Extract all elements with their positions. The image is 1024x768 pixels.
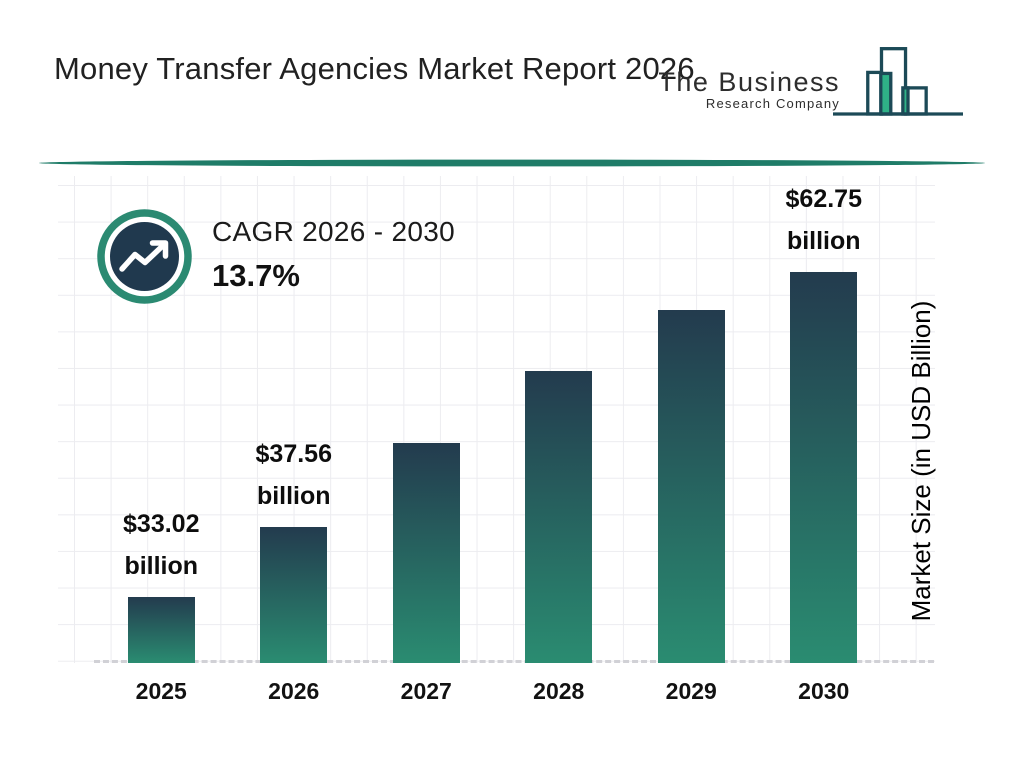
chart-baseline <box>94 660 934 663</box>
bar-2025 <box>127 597 195 663</box>
logo-subname: Research Company <box>705 96 840 111</box>
x-tick-label-2028: 2028 <box>533 678 585 704</box>
bar-value-label-2030: $62.75 billion <box>785 185 862 255</box>
bar-2030 <box>790 272 858 663</box>
page-title: Money Transfer Agencies Market Report 20… <box>54 51 695 86</box>
logo: The Business Research Company <box>658 38 1000 128</box>
logo-name: The Business <box>658 67 840 97</box>
x-tick-label-2025: 2025 <box>135 678 187 704</box>
trending-up-icon <box>97 209 192 304</box>
x-tick-label-2026: 2026 <box>268 678 320 704</box>
bar-2026 <box>260 527 328 663</box>
bar-value-label-2025: $33.02 billion <box>123 510 200 580</box>
logo-text: The Business Research Company <box>658 68 840 111</box>
bar-2028 <box>525 371 593 663</box>
x-tick-label-2029: 2029 <box>665 678 717 704</box>
bar-2027 <box>392 443 460 663</box>
cagr-label: CAGR 2026 - 2030 <box>212 216 455 247</box>
bar-value-label-2026: $37.56 billion <box>255 440 332 510</box>
header-divider <box>39 159 985 167</box>
y-axis-label: Market Size (in USD Billion) <box>906 300 936 622</box>
x-tick-label-2027: 2027 <box>400 678 452 704</box>
x-tick-label-2030: 2030 <box>798 678 850 704</box>
cagr-value: 13.7% <box>212 258 300 293</box>
logo-skyline-bars-icon <box>833 47 963 116</box>
bar-2029 <box>657 310 725 663</box>
chart-gridlines <box>58 176 935 663</box>
